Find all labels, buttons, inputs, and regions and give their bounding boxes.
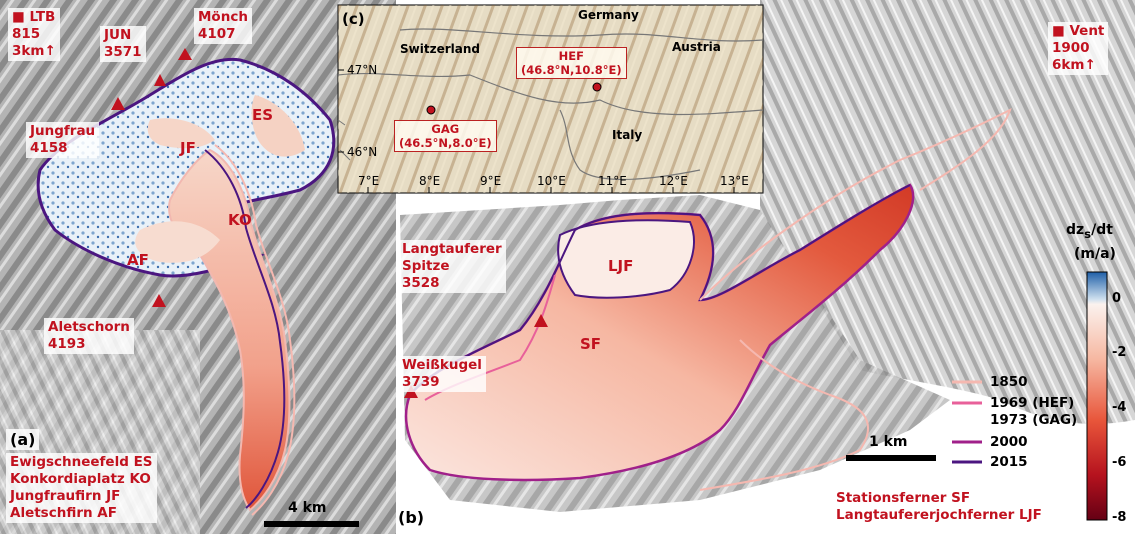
station-vent-label: ■ Vent 1900 6km↑ <box>1048 22 1109 75</box>
outline-legend-1969-1973: 1969 (HEF) 1973 (GAG) <box>990 395 1078 428</box>
peak-jungfrau-label: Jungfrau 4158 <box>26 122 100 158</box>
lon-tick-12: 12°E <box>659 174 688 188</box>
feature-ko-label: KO <box>228 211 252 229</box>
outline-legend-2015: 2015 <box>990 454 1028 470</box>
country-switzerland: Switzerland <box>400 42 480 56</box>
colorbar-ramp <box>1086 271 1108 521</box>
station-ltb-label: ■ LTB 815 3km↑ <box>8 8 60 61</box>
peak-moench-label: Mönch 4107 <box>194 8 252 44</box>
peak-marker-langtauferer <box>534 314 548 327</box>
hef-site-marker <box>592 82 602 92</box>
lon-tick-11: 11°E <box>598 174 627 188</box>
lon-tick-7: 7°E <box>358 174 380 188</box>
feature-sf-label: SF <box>580 335 602 353</box>
colorbar-title: dzs/dt <box>1066 222 1113 241</box>
panel-a-tag: (a) <box>6 429 40 450</box>
feature-jf-label: JF <box>180 139 196 157</box>
scalebar-a-bar <box>264 521 359 527</box>
lon-tick-8: 8°E <box>419 174 441 188</box>
outline-legend-1850: 1850 <box>990 374 1028 390</box>
peak-jun-label: JUN 3571 <box>100 26 146 62</box>
country-austria: Austria <box>672 40 721 54</box>
lon-tick-13: 13°E <box>720 174 749 188</box>
peak-aletschorn-label: Aletschorn 4193 <box>44 318 134 354</box>
peak-langtauferer-label: Langtauferer Spitze 3528 <box>398 240 506 293</box>
peak-marker-aletschorn <box>152 294 166 307</box>
site-hef-label: HEF (46.8°N,10.8°E) <box>516 47 627 79</box>
legend-langtaufererjochferner: Langtaufererjochferner LJF <box>836 507 1042 523</box>
country-italy: Italy <box>612 128 643 142</box>
peak-marker-moench <box>178 48 192 60</box>
legend-jungfraufirn: Jungfraufirn JF <box>10 488 121 504</box>
legend-stationsferner: Stationsferner SF <box>836 490 971 506</box>
scalebar-a-label: 4 km <box>288 500 327 516</box>
peak-weisskugel-label: Weißkugel 3739 <box>398 356 486 392</box>
colorbar-tick-8: -8 <box>1112 510 1127 525</box>
legend-aletschfirn: Aletschfirn AF <box>10 505 117 521</box>
gag-site-marker <box>426 105 436 115</box>
lon-tick-9: 9°E <box>480 174 502 188</box>
legend-ewigschneefeld: Ewigschneefeld ES <box>10 454 153 470</box>
lat-tick-46: 46°N <box>347 145 378 159</box>
peak-marker-jun <box>154 74 166 86</box>
outline-legend-lines <box>952 380 982 464</box>
feature-af-label: AF <box>127 251 149 269</box>
country-germany: Germany <box>578 8 639 22</box>
colorbar-tick-6: -6 <box>1112 455 1127 470</box>
lat-tick-47: 47°N <box>347 63 378 77</box>
panel-a-legend: Ewigschneefeld ES Konkordiaplatz KO Jung… <box>6 453 157 523</box>
scalebar-b-label: 1 km <box>869 434 908 450</box>
site-gag-label: GAG (46.5°N,8.0°E) <box>394 120 497 152</box>
colorbar-unit: (m/a) <box>1074 246 1116 262</box>
outline-legend-2000: 2000 <box>990 434 1028 450</box>
panel-c-tag: (c) <box>342 10 365 28</box>
legend-konkordiaplatz: Konkordiaplatz KO <box>10 471 151 487</box>
scalebar-b-bar <box>846 455 936 461</box>
colorbar-tick-2: -2 <box>1112 345 1127 360</box>
lon-tick-10: 10°E <box>537 174 566 188</box>
peak-marker-jungfrau <box>111 97 125 110</box>
panel-b-tag: (b) <box>398 508 425 527</box>
feature-es-label: ES <box>252 106 274 124</box>
colorbar-tick-4: -4 <box>1112 400 1127 415</box>
hillshade-b <box>760 0 1135 424</box>
colorbar-tick-0: 0 <box>1112 291 1122 306</box>
feature-ljf-label: LJF <box>608 257 634 275</box>
